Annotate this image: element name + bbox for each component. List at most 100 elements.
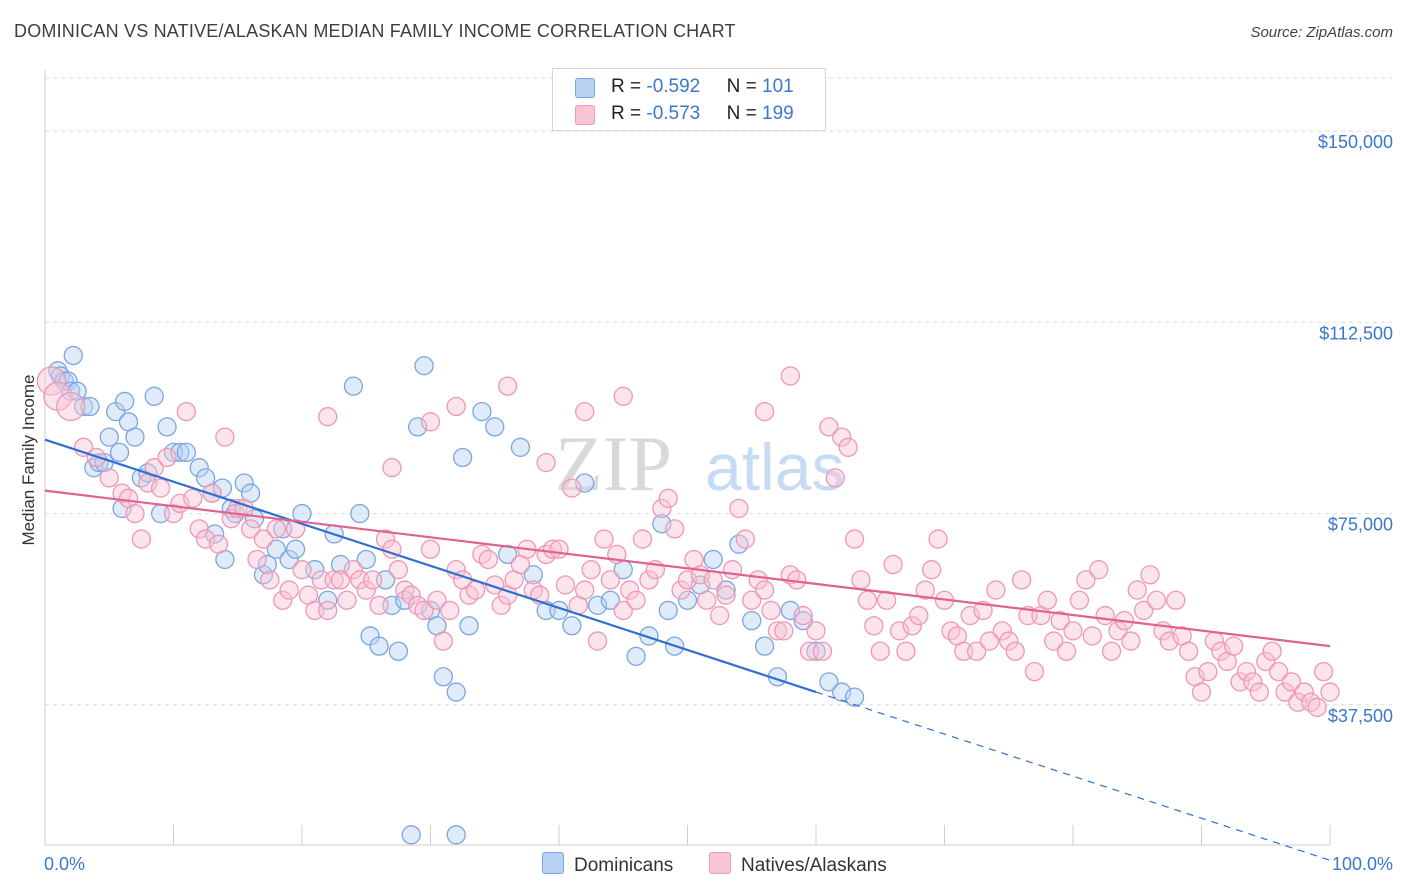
point-natives: [844, 529, 865, 549]
point-natives: [1146, 590, 1167, 610]
point-natives: [1191, 682, 1212, 702]
point-natives: [1294, 682, 1314, 702]
zipatlas-watermark: ZIP atlas: [555, 420, 844, 507]
point-natives: [549, 539, 569, 559]
point-natives: [761, 600, 781, 621]
point-natives: [992, 621, 1012, 641]
point-natives: [1301, 692, 1321, 712]
y-tick-label: $112,500: [1319, 323, 1393, 343]
chart-title: DOMINICAN VS NATIVE/ALASKAN MEDIAN FAMIL…: [14, 21, 736, 41]
point-natives: [1089, 560, 1109, 580]
point-dominicans: [600, 590, 621, 610]
point-natives: [1179, 641, 1199, 661]
point-natives: [1249, 682, 1269, 702]
point-natives: [497, 376, 518, 396]
point-dominicans: [806, 641, 826, 661]
point-natives: [613, 386, 633, 406]
point-natives: [857, 590, 878, 610]
point-natives: [427, 590, 447, 610]
point-natives: [793, 605, 813, 626]
legend-n-value: 101: [762, 76, 794, 97]
point-natives: [542, 539, 563, 559]
y-tick-label: $37,500: [1328, 706, 1393, 726]
point-natives: [581, 560, 601, 580]
point-natives: [1134, 600, 1154, 621]
point-natives: [1320, 682, 1340, 702]
point-natives: [414, 600, 434, 621]
bottom-legend-natives: Natives/Alaskans: [709, 852, 887, 877]
point-natives: [1063, 621, 1083, 641]
point-natives: [767, 621, 788, 641]
trend-line-dominicans: [44, 438, 817, 694]
point-natives: [420, 412, 441, 432]
point-natives: [343, 560, 364, 580]
point-natives: [1108, 621, 1128, 641]
point-natives: [491, 595, 511, 616]
point-natives: [1037, 590, 1057, 610]
point-natives: [266, 519, 286, 539]
legend-n-label: N =: [726, 76, 763, 97]
point-natives: [896, 641, 916, 661]
point-dominicans: [485, 417, 505, 437]
point-natives: [562, 478, 582, 498]
point-dominicans: [356, 549, 376, 570]
point-dominicans: [626, 646, 646, 666]
point-natives: [253, 529, 274, 549]
point-natives: [754, 580, 775, 600]
point-natives: [966, 641, 987, 661]
data-points: [36, 345, 1340, 845]
point-natives: [716, 585, 736, 605]
point-natives: [330, 570, 351, 590]
point-natives: [1044, 631, 1064, 651]
point-natives: [877, 590, 897, 610]
point-natives: [131, 529, 152, 549]
point-dominicans: [523, 565, 543, 585]
point-natives: [709, 605, 730, 626]
point-dominicans: [257, 554, 277, 575]
point-dominicans: [510, 437, 531, 457]
point-natives: [446, 560, 466, 580]
point-dominicans: [433, 667, 454, 687]
source-label: Source: ZipAtlas.com: [1250, 24, 1393, 41]
point-natives: [1127, 580, 1147, 600]
trend-lines: [44, 438, 1331, 861]
point-natives: [973, 600, 993, 621]
x-tick-label: 0.0%: [44, 854, 85, 874]
point-natives: [112, 483, 132, 503]
point-natives: [1140, 565, 1160, 585]
legend-r-value: -0.573: [646, 103, 701, 124]
point-dominicans: [401, 825, 421, 845]
point-dominicans: [350, 503, 370, 524]
point-dominicans: [204, 524, 225, 544]
point-natives: [1069, 590, 1090, 610]
point-natives: [183, 488, 203, 508]
point-natives: [369, 595, 389, 616]
point-natives: [1256, 651, 1276, 672]
legend-swatch-natives: [575, 105, 595, 125]
point-natives: [1050, 611, 1070, 631]
point-natives: [806, 621, 826, 641]
point-natives: [318, 600, 338, 621]
point-dominicans: [658, 600, 678, 621]
point-natives: [163, 503, 184, 524]
point-natives: [979, 631, 1000, 651]
point-natives: [819, 417, 839, 437]
point-dominicans: [754, 636, 775, 656]
x-tick-label: 100.0%: [1332, 854, 1393, 874]
point-natives: [440, 600, 460, 621]
point-natives: [318, 407, 338, 427]
bottom-legend-label: Dominicans: [574, 855, 674, 876]
point-natives: [1223, 636, 1244, 656]
point-dominicans: [844, 687, 865, 707]
point-natives: [665, 519, 685, 539]
point-natives: [401, 585, 421, 605]
point-natives: [337, 590, 357, 610]
watermark-zip: ZIP: [555, 420, 672, 507]
point-natives: [446, 396, 466, 417]
point-natives: [986, 580, 1006, 600]
point-natives: [1307, 697, 1327, 717]
point-natives: [324, 570, 344, 590]
bottom-legend-label: Natives/Alaskans: [741, 855, 887, 876]
point-natives: [433, 631, 454, 651]
